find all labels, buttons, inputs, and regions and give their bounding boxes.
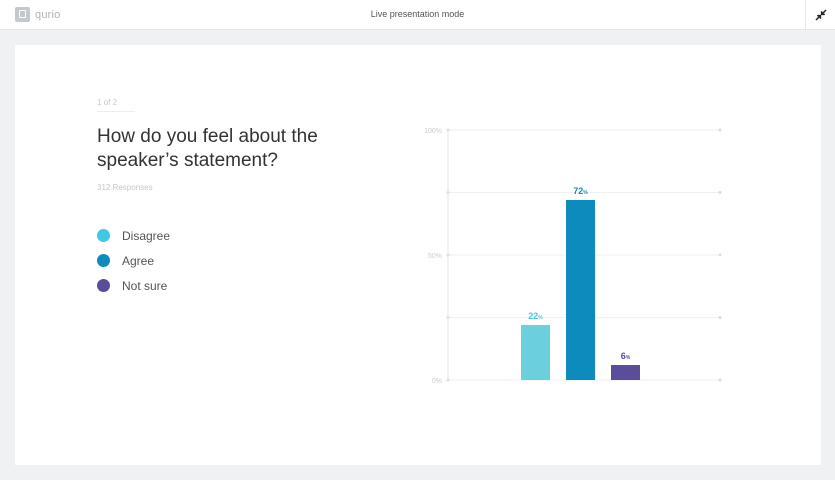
- bar-value-label: 72%: [573, 186, 588, 196]
- legend-dot-not-sure: [97, 279, 110, 292]
- bar-value-label: 22%: [528, 311, 543, 321]
- app-name: qurio: [35, 8, 61, 21]
- bar-value: 22: [528, 311, 538, 321]
- responses-count: 312 Responses: [97, 183, 153, 192]
- page-title: Live presentation mode: [370, 9, 465, 19]
- exit-fullscreen-icon: [814, 9, 827, 21]
- bar-not-sure: [611, 365, 640, 380]
- bar-value: 72: [573, 186, 583, 196]
- presentation-card: 1 of 2 How do you feel about the speaker…: [15, 45, 821, 465]
- legend-dot-agree: [97, 254, 110, 267]
- bar-disagree: [521, 325, 550, 380]
- y-tick-label: 0%: [432, 378, 442, 385]
- legend-label: Not sure: [122, 278, 168, 293]
- grid-dot: [718, 378, 722, 382]
- y-tick-label: 100%: [424, 128, 442, 135]
- grid-dot: [718, 316, 722, 319]
- bar-value-unit: %: [538, 315, 543, 321]
- exit-fullscreen-button[interactable]: [805, 0, 835, 30]
- legend-item-disagree: Disagree: [97, 223, 170, 248]
- question-counter: 1 of 2: [97, 98, 135, 112]
- grid-dot: [718, 253, 722, 257]
- legend-label: Disagree: [122, 228, 171, 243]
- grid-dot: [718, 128, 722, 132]
- legend-item-agree: Agree: [97, 248, 170, 273]
- bar-agree: [566, 200, 595, 380]
- bar-value: 6: [621, 351, 626, 361]
- bar-value-label: 6%: [621, 351, 631, 361]
- grid-dot: [718, 191, 722, 194]
- qurio-logo-icon: [15, 7, 30, 22]
- legend-dot-disagree: [97, 229, 110, 242]
- top-bar: qurio Live presentation mode: [0, 0, 835, 30]
- bar-value-unit: %: [626, 355, 631, 361]
- logo: qurio: [15, 7, 60, 22]
- legend-item-not-sure: Not sure: [97, 273, 170, 298]
- results-chart: 100% 50% 0% 22% 72% 6%: [400, 120, 730, 390]
- legend-label: Agree: [122, 253, 155, 268]
- bar-value-unit: %: [583, 190, 588, 196]
- question-text: How do you feel about the speaker’s stat…: [97, 126, 318, 171]
- y-tick-label: 50%: [428, 253, 442, 260]
- legend: Disagree Agree Not sure: [97, 223, 170, 298]
- bar-chart-svg: 100%50%0%22%72%6%: [424, 128, 722, 385]
